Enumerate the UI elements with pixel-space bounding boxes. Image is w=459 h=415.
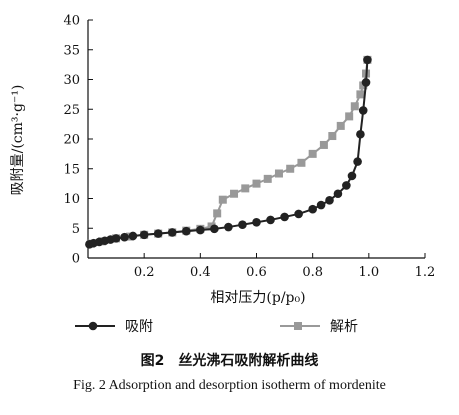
adsorption-line bbox=[89, 59, 369, 246]
adsorption-point bbox=[266, 215, 275, 225]
y-tick-label: 20 bbox=[63, 133, 80, 148]
legend-label-desorption: 解析 bbox=[330, 319, 358, 335]
chart-series bbox=[85, 55, 372, 249]
desorption-point bbox=[263, 174, 272, 183]
y-tick-label: 30 bbox=[63, 73, 80, 88]
adsorption-point bbox=[210, 224, 219, 234]
adsorption-point bbox=[181, 226, 191, 236]
desorption-point bbox=[350, 102, 359, 111]
isotherm-chart: 0 5 10 15 20 25 30 35 40 0.2 0.4 0.6 0.8 1.0 1.2 吸附量/(… bbox=[10, 14, 435, 336]
y-tick-label: 10 bbox=[63, 192, 80, 207]
adsorption-point bbox=[252, 218, 261, 227]
adsorption-point bbox=[294, 209, 303, 219]
y-tick-label: 35 bbox=[63, 43, 80, 58]
desorption-point bbox=[345, 112, 354, 121]
adsorption-point bbox=[128, 231, 138, 241]
y-tick-label: 25 bbox=[63, 103, 80, 118]
legend-marker-desorption bbox=[294, 322, 302, 330]
desorption-point bbox=[297, 158, 306, 167]
adsorption-point bbox=[280, 212, 289, 222]
x-axis-label: 相对压力(p/p₀) bbox=[210, 290, 305, 306]
desorption-point bbox=[274, 169, 283, 178]
desorption-point bbox=[230, 189, 239, 198]
legend-marker-adsorption bbox=[88, 321, 98, 331]
legend-item-desorption: 解析 bbox=[280, 319, 358, 335]
y-tick-label: 40 bbox=[63, 14, 80, 29]
desorption-point bbox=[241, 184, 250, 193]
adsorption-point bbox=[308, 204, 317, 214]
adsorption-point bbox=[238, 220, 247, 229]
adsorption-point bbox=[167, 228, 177, 237]
chart-legend: 吸附 解析 bbox=[75, 319, 358, 335]
adsorption-point bbox=[139, 230, 149, 240]
x-tick-label: 0.2 bbox=[134, 265, 155, 280]
desorption-point bbox=[336, 121, 345, 130]
adsorption-point bbox=[111, 234, 121, 243]
desorption-point bbox=[252, 179, 261, 188]
adsorption-point bbox=[120, 232, 129, 242]
desorption-point bbox=[218, 195, 227, 204]
adsorption-point bbox=[196, 225, 205, 235]
desorption-point bbox=[319, 140, 328, 149]
x-tick-label: 1.2 bbox=[415, 265, 436, 280]
adsorption-point bbox=[363, 55, 372, 65]
adsorption-point bbox=[347, 171, 357, 181]
adsorption-point bbox=[224, 222, 233, 232]
x-tick-label: 0.6 bbox=[246, 265, 267, 280]
adsorption-point bbox=[361, 78, 371, 87]
adsorption-series bbox=[85, 55, 372, 249]
desorption-point bbox=[328, 132, 337, 141]
figure-caption-english: Fig. 2 Adsorption and desorption isother… bbox=[73, 378, 386, 393]
adsorption-point bbox=[353, 157, 362, 166]
adsorption-point bbox=[333, 189, 343, 199]
legend-label-adsorption: 吸附 bbox=[125, 319, 153, 335]
desorption-point bbox=[213, 209, 222, 218]
desorption-point bbox=[308, 149, 317, 158]
adsorption-point bbox=[358, 106, 368, 115]
adsorption-point bbox=[356, 129, 365, 139]
desorption-point bbox=[356, 90, 365, 99]
legend-item-adsorption: 吸附 bbox=[75, 319, 153, 335]
figure-caption-chinese: 图2 丝光沸石吸附解析曲线 bbox=[140, 353, 319, 369]
y-tick-label: 15 bbox=[63, 162, 80, 177]
adsorption-point bbox=[153, 229, 163, 238]
y-tick-label: 5 bbox=[72, 222, 80, 237]
desorption-point bbox=[286, 164, 295, 173]
x-tick-label: 1.0 bbox=[358, 265, 379, 280]
y-tick-label: 0 bbox=[72, 252, 80, 267]
adsorption-point bbox=[316, 200, 326, 210]
y-axis-label: 吸附量/(cm³·g⁻¹) bbox=[10, 85, 26, 196]
chart-axes: 0 5 10 15 20 25 30 35 40 0.2 0.4 0.6 0.8 1.0 1.2 bbox=[63, 14, 435, 281]
adsorption-point bbox=[325, 195, 334, 205]
x-tick-label: 0.4 bbox=[190, 265, 211, 280]
x-tick-label: 0.8 bbox=[302, 265, 323, 280]
desorption-line bbox=[90, 59, 369, 245]
desorption-series bbox=[86, 55, 372, 248]
adsorption-point bbox=[342, 181, 351, 190]
